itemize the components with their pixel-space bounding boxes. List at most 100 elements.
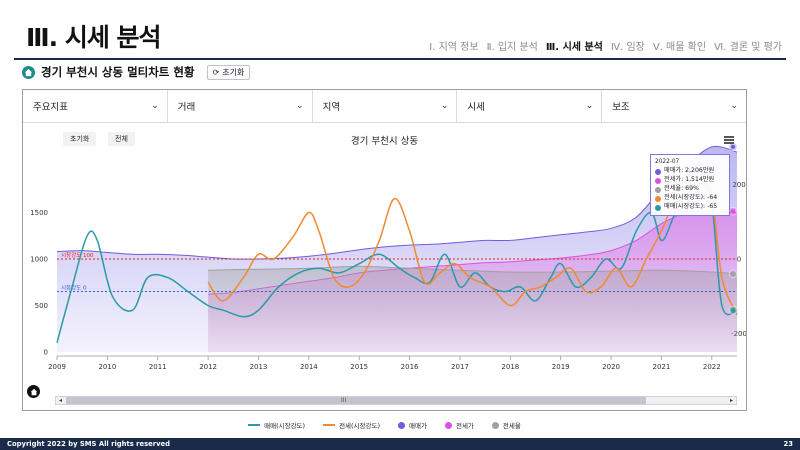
series-line-매매(시장강도) — [56, 182, 738, 343]
select-label: 거래 — [177, 102, 196, 113]
y-tick-label: 500 — [35, 302, 48, 310]
x-tick-label: 2014 — [300, 363, 318, 371]
slide-title: Ⅲ. 시세 분석 — [26, 23, 162, 52]
x-tick-label: 2021 — [653, 363, 671, 371]
chevron-down-icon: ⌄ — [730, 101, 738, 111]
chart-all-button[interactable]: 전체 — [108, 132, 135, 146]
legend-label: 매매가 — [409, 422, 427, 430]
tooltip-value: 매매(시장강도): -65 — [664, 203, 718, 211]
hamburger-menu-icon[interactable] — [724, 136, 734, 144]
legend-swatch-icon — [398, 421, 406, 429]
x-tick-label: 2018 — [501, 363, 519, 371]
area-fill-전세율 — [208, 266, 738, 352]
y-tick-label: 1000 — [30, 256, 48, 264]
section-nav: Ⅰ. 지역 정보 Ⅱ. 입지 분석 Ⅲ. 시세 분석 Ⅳ. 임장 Ⅴ. 매물 확… — [429, 38, 782, 53]
hover-marker-dot — [731, 144, 735, 149]
select-auxiliary[interactable]: 보조 ⌄ — [602, 90, 746, 122]
x-tick-label: 2011 — [149, 363, 167, 371]
legend-swatch-icon — [323, 424, 336, 426]
legend-item[interactable]: 전세(시장강도) — [323, 420, 380, 430]
nav-item[interactable]: Ⅱ. 입지 분석 — [486, 42, 538, 53]
logo-icon — [27, 385, 40, 398]
nav-item[interactable]: Ⅵ. 결론 및 평가 — [714, 42, 782, 53]
chart-area: 2009 2010 2011 2012 2013 2014 2015 2016 2017 2018… — [23, 124, 746, 430]
scroll-right-arrow-icon[interactable]: ▸ — [729, 397, 733, 404]
chevron-down-icon: ⌄ — [296, 101, 304, 111]
scroll-left-arrow-icon[interactable]: ◂ — [58, 397, 62, 404]
select-price[interactable]: 시세 ⌄ — [457, 90, 603, 122]
tooltip-value: 전세(시장강도): -64 — [664, 194, 718, 202]
reset-button[interactable]: ⟳ 초기화 — [206, 64, 251, 80]
chevron-down-icon: ⌄ — [585, 101, 594, 111]
x-tick-label: 2013 — [250, 363, 268, 371]
x-tick-label: 2016 — [401, 363, 419, 371]
nav-item-active[interactable]: Ⅲ. 시세 분석 — [545, 42, 603, 53]
home-icon[interactable] — [22, 65, 35, 79]
x-tick-label: 2020 — [602, 363, 620, 371]
select-transaction[interactable]: 거래 ⌄ — [168, 90, 313, 122]
x-tick-label: 2009 — [48, 363, 66, 371]
multichart-panel: 주요지표 ⌄ 거래 ⌄ 지역 ⌄ 시세 ⌄ 보조 ⌄ 2009 2010 2011 2012 20… — [22, 89, 747, 430]
filter-selectors: 주요지표 ⌄ 거래 ⌄ 지역 ⌄ 시세 ⌄ 보조 ⌄ — [23, 90, 746, 123]
select-label: 지역 — [322, 102, 341, 113]
x-tick-label: 2010 — [98, 363, 116, 371]
y-tick-label: 0 — [44, 349, 48, 357]
tooltip-value: 전세율: 69% — [664, 185, 699, 193]
y-right-tick-label: 200 — [732, 181, 745, 189]
hover-marker-dot — [731, 209, 735, 214]
legend-label: 전세(시장강도) — [339, 422, 381, 430]
tooltip-dot-icon — [655, 186, 661, 193]
tooltip-row: 전세율: 69% — [655, 185, 725, 194]
tooltip-value: 매매가: 2,206만원 — [664, 167, 715, 175]
tooltip-row: 매매가: 2,206만원 — [655, 167, 725, 176]
legend-label: 전세가 — [455, 422, 474, 430]
tooltip-dot-icon — [655, 204, 661, 211]
legend-swatch-icon — [248, 424, 261, 426]
legend-label: 전세율 — [502, 422, 521, 430]
reference-line-label: 시장강도 100 — [61, 252, 94, 259]
select-region[interactable]: 지역 ⌄ — [313, 90, 458, 122]
x-tick-label: 2019 — [552, 363, 570, 371]
scroll-grip-icon: III — [341, 397, 347, 404]
chart-legend: 매매(시장강도) 전세(시장강도) 매매가 전세가 전세율 — [23, 420, 746, 430]
y-right-tick-label: -200 — [731, 330, 746, 338]
legend-swatch-icon — [444, 421, 452, 429]
legend-item[interactable]: 전세가 — [444, 420, 474, 430]
chart-section-title: 경기 부천시 상동 멀티차트 현황 — [41, 65, 195, 79]
legend-item[interactable]: 전세율 — [491, 420, 521, 430]
series-line-전세(시장강도) — [207, 182, 738, 316]
nav-item[interactable]: Ⅳ. 임장 — [610, 42, 645, 53]
nav-item[interactable]: Ⅰ. 지역 정보 — [429, 42, 479, 53]
line-chart[interactable]: 2009 2010 2011 2012 2013 2014 2015 2016 2017 2018… — [23, 124, 746, 410]
hover-marker-dot — [731, 271, 735, 276]
select-label: 주요지표 — [33, 102, 68, 113]
chart-reset-button[interactable]: 초기화 — [63, 132, 97, 146]
tooltip-row: 전세(시장강도): -64 — [655, 194, 725, 203]
tooltip-row: 매매(시장강도): -65 — [655, 203, 725, 212]
chart-scrollbar[interactable]: ◂ III ▸ — [55, 396, 737, 405]
tooltip-dot-icon — [655, 168, 661, 175]
select-main-indicator[interactable]: 주요지표 ⌄ — [23, 90, 168, 122]
legend-item[interactable]: 매매(시장강도) — [248, 420, 305, 430]
tooltip-dot-icon — [655, 195, 661, 202]
x-tick-label: 2012 — [199, 363, 217, 371]
legend-item[interactable]: 매매가 — [398, 420, 427, 430]
area-line-전세율 — [208, 265, 738, 275]
reference-line-label: 시장강도 0 — [61, 285, 87, 292]
sub-header: 경기 부천시 상동 멀티차트 현황 ⟳ 초기화 — [22, 64, 251, 80]
refresh-icon: ⟳ — [212, 67, 220, 77]
chevron-down-icon: ⌄ — [151, 101, 159, 111]
title-divider — [14, 58, 786, 60]
chart-tooltip: 2022-07 매매가: 2,206만원 전세가: 1,514만원 전세율: 69%… — [650, 154, 730, 217]
x-tick-label: 2017 — [451, 363, 469, 371]
chart-title: 경기 부천시 상동 — [350, 136, 419, 147]
legend-label: 매매(시장강도) — [264, 422, 306, 430]
tooltip-dot-icon — [655, 177, 661, 184]
footer: Copyright 2022 by SMS All rights reserve… — [0, 438, 800, 450]
scrollbar-thumb[interactable]: III — [66, 397, 646, 404]
y-right-tick-label: 0 — [737, 256, 741, 264]
page-number: 23 — [783, 440, 793, 448]
nav-item[interactable]: Ⅴ. 매물 확인 — [652, 42, 707, 53]
area-line-매매가 — [56, 145, 738, 260]
chevron-down-icon: ⌄ — [440, 101, 449, 111]
